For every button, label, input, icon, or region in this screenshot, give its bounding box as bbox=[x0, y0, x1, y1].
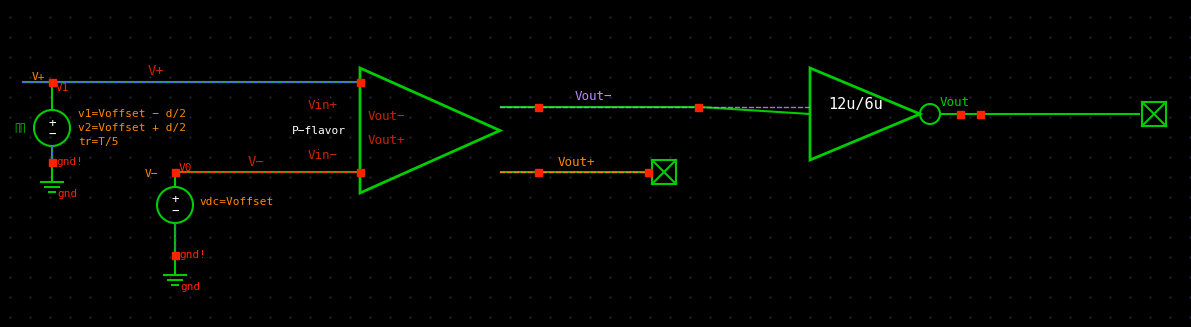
Bar bbox=[356, 78, 363, 85]
Text: v1=Voffset − d/2: v1=Voffset − d/2 bbox=[77, 109, 186, 119]
Bar bbox=[49, 159, 56, 165]
Text: V+: V+ bbox=[32, 72, 45, 82]
Bar bbox=[172, 168, 179, 176]
Text: Vout+: Vout+ bbox=[559, 156, 596, 168]
Bar bbox=[356, 168, 363, 176]
Text: gnd!: gnd! bbox=[179, 250, 206, 260]
Text: −: − bbox=[49, 128, 56, 141]
Bar bbox=[956, 111, 964, 117]
Text: vdc=Voffset: vdc=Voffset bbox=[199, 197, 273, 207]
Text: Vin−: Vin− bbox=[308, 149, 338, 162]
Text: ∏∏: ∏∏ bbox=[14, 123, 26, 133]
Text: V−: V− bbox=[145, 169, 158, 179]
Text: gnd!: gnd! bbox=[56, 157, 83, 167]
Bar bbox=[651, 160, 676, 184]
Text: V+: V+ bbox=[148, 64, 164, 78]
Text: Vin+: Vin+ bbox=[308, 99, 338, 112]
Text: V−: V− bbox=[248, 155, 264, 169]
Text: +: + bbox=[49, 116, 56, 129]
Text: tr=T/5: tr=T/5 bbox=[77, 137, 118, 147]
Text: +: + bbox=[172, 194, 179, 206]
Bar bbox=[644, 168, 651, 176]
Bar bbox=[535, 168, 542, 176]
Bar bbox=[1142, 102, 1166, 126]
Text: −: − bbox=[172, 204, 179, 217]
Text: v2=Voffset + d/2: v2=Voffset + d/2 bbox=[77, 123, 186, 133]
Text: V0: V0 bbox=[179, 163, 193, 173]
Bar bbox=[977, 111, 984, 117]
Text: gnd: gnd bbox=[180, 282, 200, 292]
Bar bbox=[49, 78, 56, 85]
Bar bbox=[172, 251, 179, 259]
Text: Vout−: Vout− bbox=[368, 110, 405, 123]
Text: gnd: gnd bbox=[57, 189, 77, 199]
Text: V1: V1 bbox=[56, 83, 69, 93]
Text: Vout+: Vout+ bbox=[368, 134, 405, 147]
Text: Vout: Vout bbox=[940, 96, 969, 110]
Text: 12u/6u: 12u/6u bbox=[828, 96, 883, 112]
Text: Vout−: Vout− bbox=[575, 91, 612, 104]
Bar bbox=[694, 104, 701, 111]
Text: P−flavor: P−flavor bbox=[292, 126, 347, 135]
Bar bbox=[535, 104, 542, 111]
